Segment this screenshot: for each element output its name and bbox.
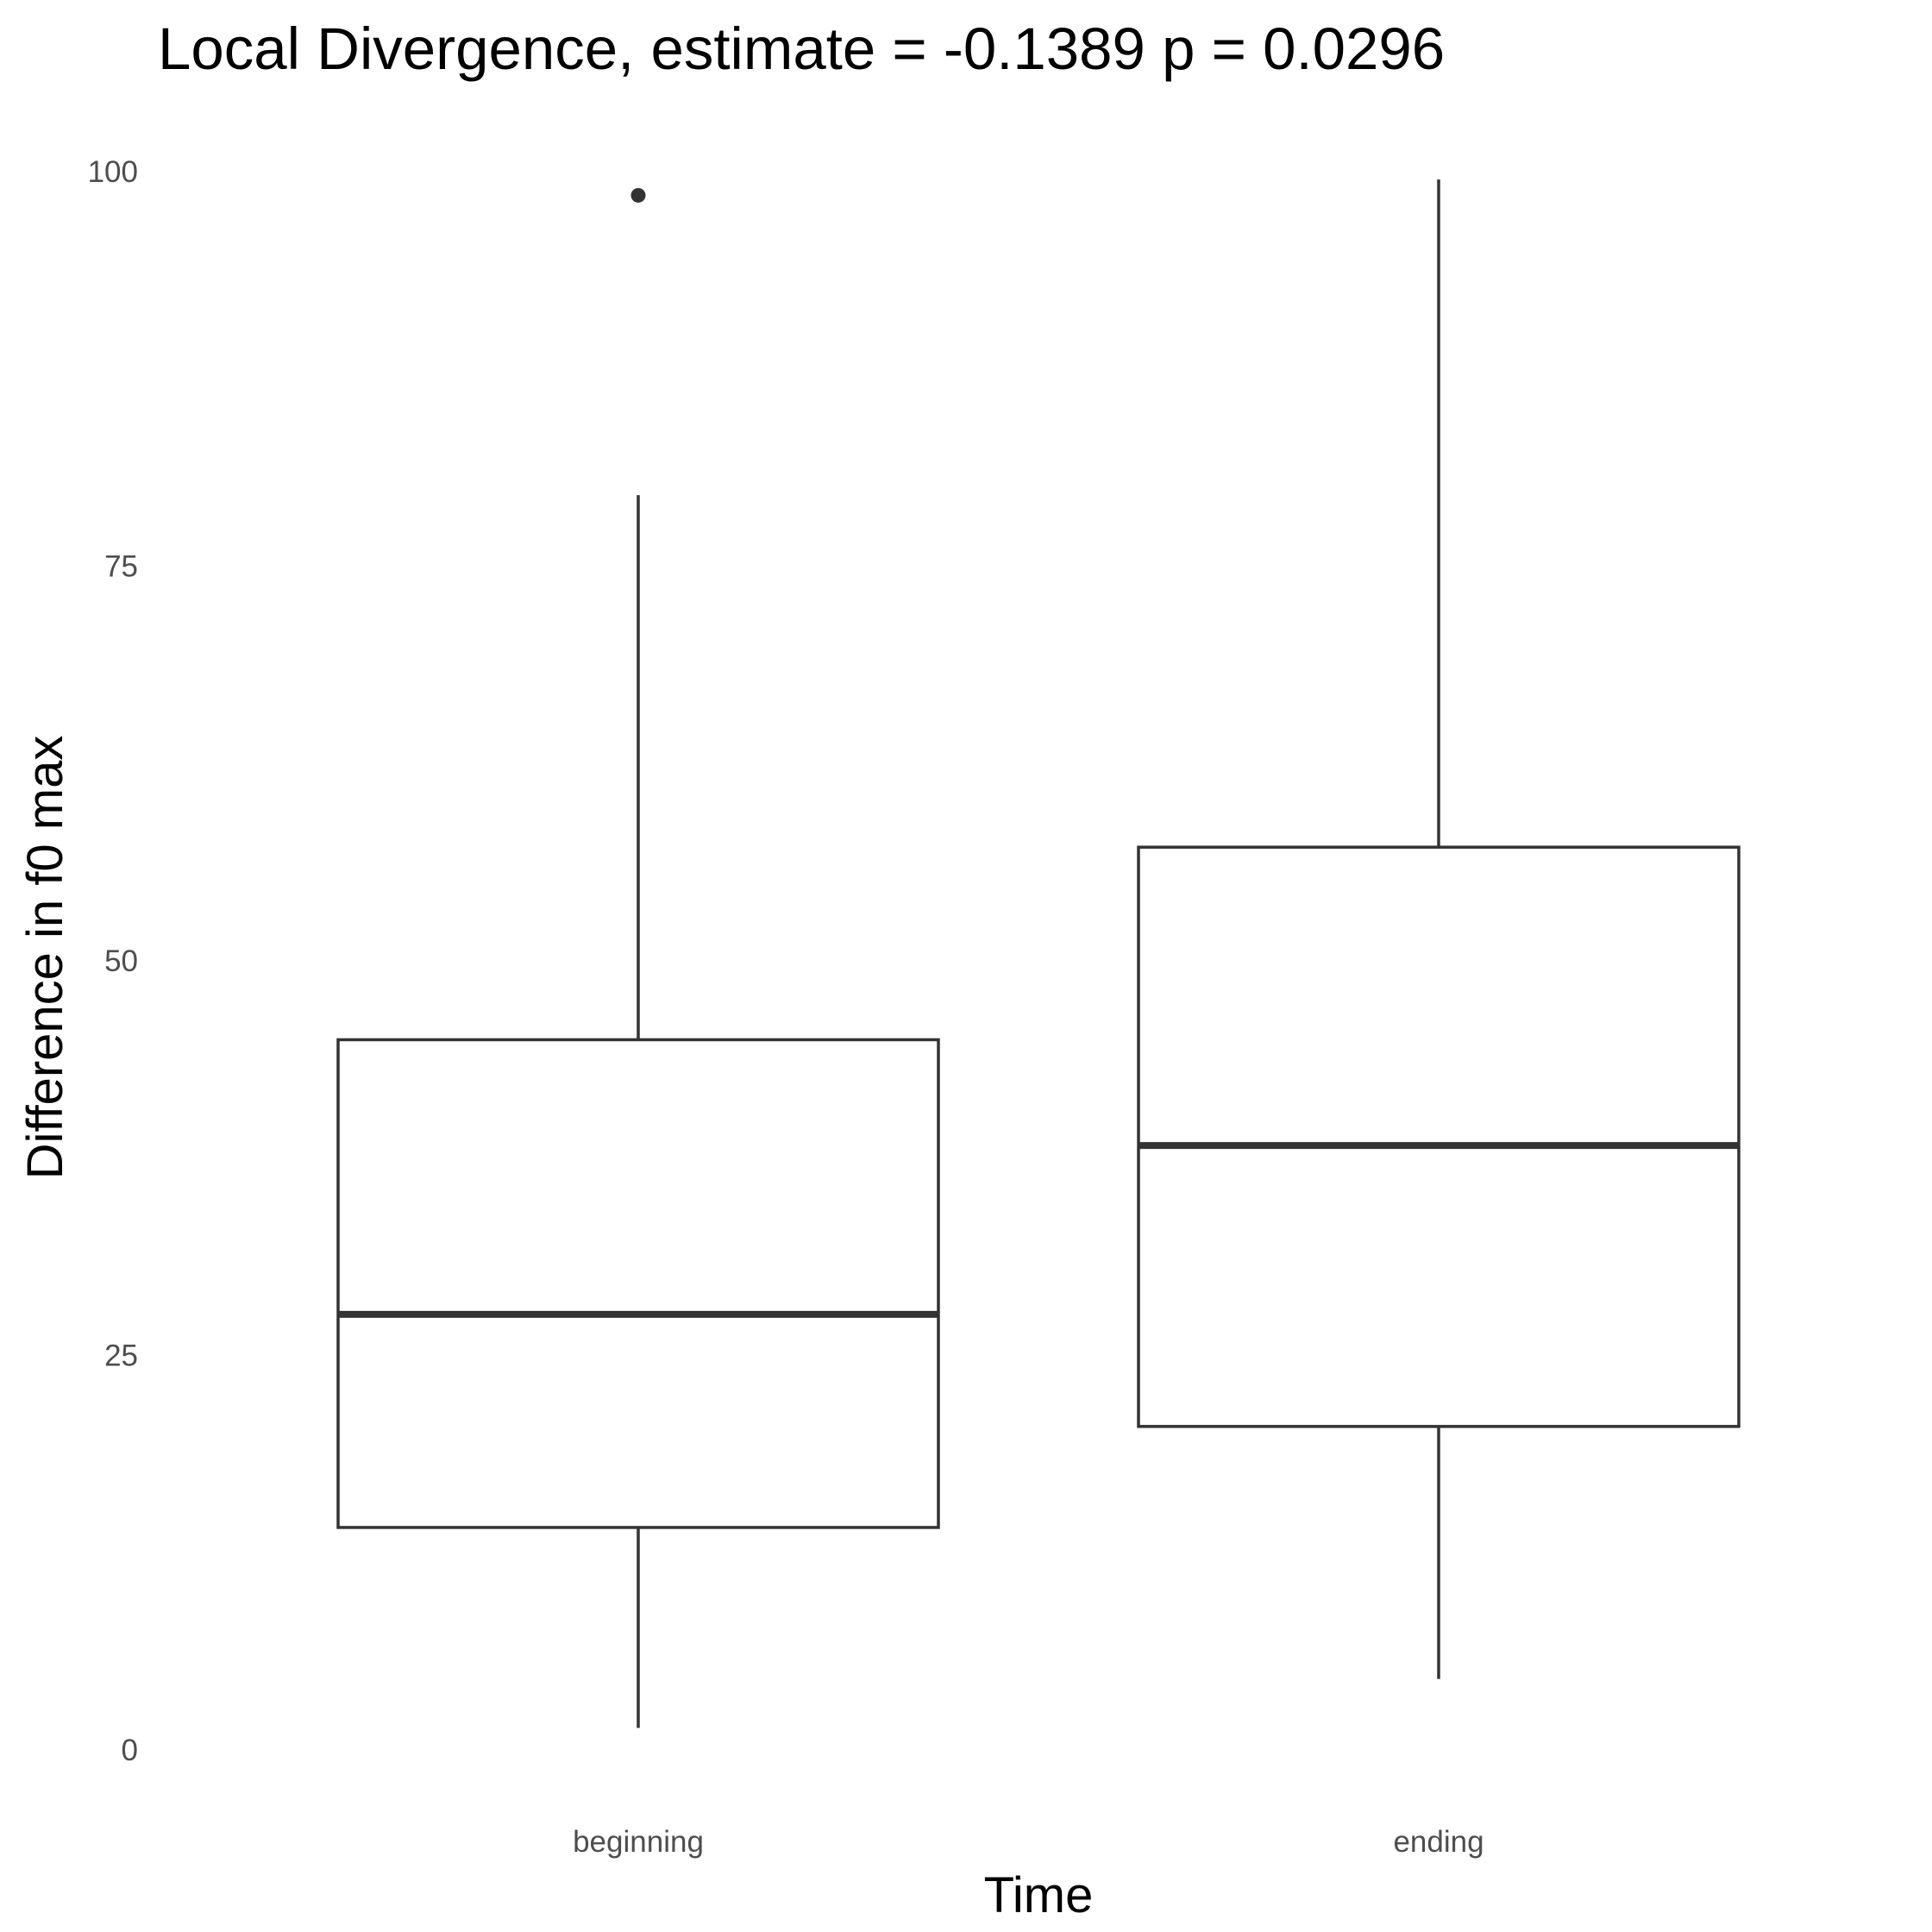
x-axis-title: Time xyxy=(984,1867,1094,1923)
y-tick-label: 100 xyxy=(88,155,138,189)
x-tick-label: ending xyxy=(1393,1825,1484,1859)
y-tick-label: 75 xyxy=(104,550,138,584)
box-iqr xyxy=(1137,845,1741,1428)
box-beginning xyxy=(336,187,940,1728)
y-tick-label: 0 xyxy=(122,1734,138,1767)
outlier-point xyxy=(630,187,646,203)
y-axis-title: Difference in f0 max xyxy=(17,736,73,1180)
y-tick-label: 50 xyxy=(104,944,138,978)
box-group xyxy=(336,179,1741,1728)
chart-title: Local Divergence, estimate = -0.1389 p =… xyxy=(158,16,1445,82)
y-tick-label: 25 xyxy=(104,1339,138,1373)
x-axis-ticks: beginning ending xyxy=(573,1825,1484,1859)
box-ending xyxy=(1137,179,1741,1679)
x-tick-label: beginning xyxy=(573,1825,704,1859)
box-iqr xyxy=(336,1038,940,1529)
y-axis-ticks: 0 25 50 75 100 xyxy=(88,155,138,1767)
